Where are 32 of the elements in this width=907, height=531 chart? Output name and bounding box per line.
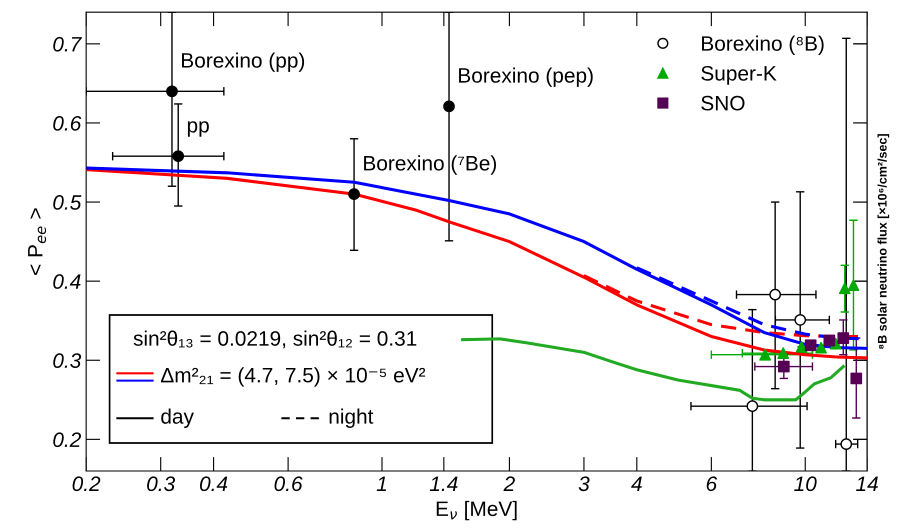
x-tick-label: 0.6: [274, 476, 303, 492]
legend-label: Borexino (⁸B): [702, 36, 824, 55]
annotation: sin²θ₁₃ = 0.0219, sin²θ₁₂ = 0.31: [134, 330, 416, 348]
y-tick-label: 0.6: [53, 116, 82, 131]
x-tick-label: 14: [856, 476, 878, 491]
y-axis-title: < P$_{ee}$ >: [28, 208, 46, 275]
x-tick-label: 2: [503, 476, 515, 491]
x-tick-label: 10: [794, 476, 817, 492]
x-tick-label: 0.4: [200, 476, 228, 492]
x-axis-title: E$_{ν}$ [MeV]: [436, 500, 517, 520]
x-tick-label: 1.4: [430, 476, 458, 491]
annotation: night: [330, 408, 374, 428]
annotation: Δm²₂₁ = (4.7, 7.5) × 10⁻⁵ eV²: [160, 367, 426, 387]
annotation: day: [161, 408, 194, 428]
y-tick-label: 0.7: [53, 36, 82, 52]
x-tick-label: 4: [631, 476, 642, 491]
annotation: Borexino (pep): [459, 67, 593, 87]
annotation: pp: [188, 121, 209, 137]
x-tick-label: 3: [578, 476, 590, 492]
y-tick-label: 0.3: [53, 353, 82, 368]
legend-label: Super-K: [701, 66, 777, 85]
legend-label: SNO: [701, 96, 744, 111]
x-tick-label: 1: [376, 476, 386, 491]
x-tick-label: 6: [706, 476, 718, 492]
y-tick-label: 0.2: [53, 432, 82, 448]
y-tick-label: 0.5: [53, 195, 82, 210]
annotation: Borexino (⁷Be): [364, 155, 496, 175]
x-tick-label: 0.2: [72, 476, 100, 492]
y2-axis-title: ⁸B solar neutrino flux [×10⁶/cm²/sec]: [878, 134, 890, 349]
annotation: Borexino (pp): [182, 52, 304, 72]
x-tick-label: 0.3: [147, 476, 175, 492]
y-tick-label: 0.4: [53, 274, 81, 289]
